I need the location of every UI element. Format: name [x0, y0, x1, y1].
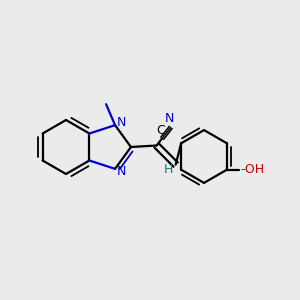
Text: N: N: [117, 165, 126, 178]
Text: -OH: -OH: [240, 163, 265, 176]
Text: N: N: [165, 112, 174, 125]
Text: N: N: [117, 116, 126, 129]
Text: C: C: [157, 124, 165, 137]
Text: H: H: [164, 163, 173, 176]
